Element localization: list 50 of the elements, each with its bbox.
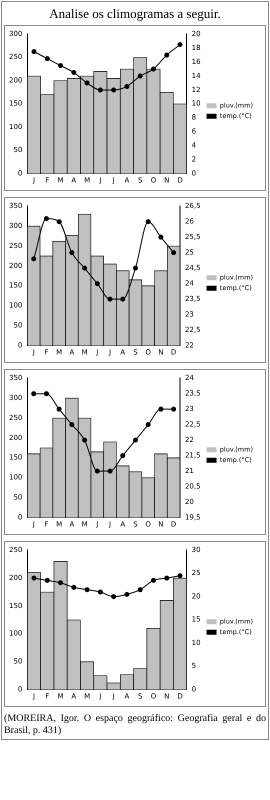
- point: [132, 266, 138, 271]
- point: [44, 216, 49, 222]
- point: [178, 573, 183, 578]
- point: [178, 42, 183, 48]
- point: [108, 468, 113, 474]
- point: [164, 576, 170, 581]
- point: [150, 578, 156, 583]
- point: [132, 438, 138, 443]
- point: [94, 281, 100, 286]
- point: [82, 266, 88, 271]
- point: [146, 422, 151, 428]
- point: [44, 578, 50, 583]
- point: [138, 74, 143, 79]
- text: (MOREIRA, Igor. O espaço geográfico: Geografia geral e do Brasil, p. 431): [4, 713, 266, 737]
- point: [84, 80, 90, 86]
- point: [56, 219, 62, 224]
- point: [158, 406, 164, 412]
- point: [31, 391, 36, 396]
- point: [146, 219, 151, 224]
- point: [98, 590, 103, 595]
- point: [56, 406, 62, 412]
- point: [94, 468, 100, 474]
- point: [124, 592, 130, 597]
- point: [171, 250, 176, 256]
- point: [71, 584, 76, 590]
- point: [69, 250, 74, 256]
- point: [158, 234, 164, 240]
- point: [58, 63, 64, 68]
- point: [32, 49, 36, 54]
- point: [58, 580, 64, 586]
- point: [32, 576, 36, 581]
- point: [138, 587, 143, 592]
- point: [124, 84, 130, 89]
- point: [69, 422, 74, 428]
- point: [44, 391, 49, 396]
- point: [44, 56, 50, 62]
- point: [111, 87, 116, 92]
- point: [31, 256, 36, 262]
- point: [98, 87, 103, 92]
- point: [120, 453, 126, 458]
- point: [71, 70, 76, 76]
- chart-title: Analise os climogramas a seguir.: [48, 6, 222, 22]
- point: [108, 296, 113, 302]
- point: [111, 594, 116, 600]
- point: [164, 52, 170, 58]
- point: [171, 406, 176, 412]
- point: [84, 587, 90, 592]
- point: [120, 296, 126, 302]
- point: [82, 438, 88, 443]
- point: [150, 66, 156, 72]
